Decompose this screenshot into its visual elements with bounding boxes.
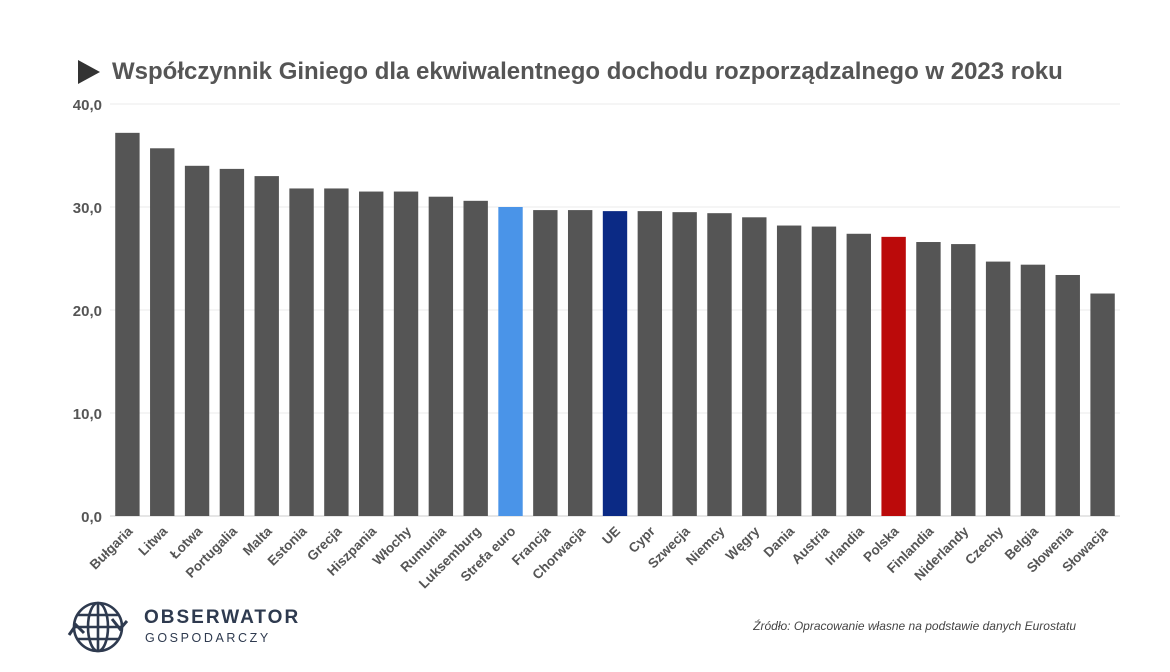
bar [463, 200, 488, 516]
bars [115, 132, 1115, 517]
bar [359, 191, 384, 517]
bar [985, 261, 1011, 516]
y-tick-label: 10,0 [73, 406, 102, 423]
chart-title-text: Współczynnik Giniego dla ekwiwalentnego … [112, 58, 1063, 85]
bar [707, 213, 732, 516]
bar-chart: 0,0 10,0 20,0 30,0 40,0 Bułgaria LitwaŁotwaPo… [73, 97, 1120, 591]
bar [254, 176, 279, 516]
bar [324, 188, 349, 516]
x-tick-label: Węgry [723, 523, 763, 563]
y-tick-label: 30,0 [73, 200, 102, 217]
x-tick-label: Czechy [962, 523, 1006, 567]
chart-title: Współczynnik Giniego dla ekwiwalentnego … [78, 54, 1063, 90]
source-note: Źródło: Opracowanie własne na podstawie … [753, 619, 1076, 633]
bar [393, 191, 419, 517]
bar [776, 225, 802, 517]
bar [219, 168, 245, 516]
globe-arrows-icon [67, 601, 129, 653]
brand-name: OBSERWATOR [144, 607, 301, 628]
x-tick-label: Bułgaria [87, 523, 136, 572]
bar [498, 207, 523, 516]
bar [602, 211, 628, 516]
x-tick-label: Estonia [265, 523, 310, 568]
bar [951, 244, 976, 516]
title-arrow-icon [78, 60, 100, 84]
y-tick-label: 0,0 [81, 509, 102, 526]
bar [846, 233, 871, 516]
bar [811, 226, 837, 516]
bar [567, 210, 593, 516]
y-tick-label: 20,0 [73, 303, 102, 320]
bar [1055, 274, 1080, 516]
bar [637, 211, 663, 516]
bar [672, 212, 697, 516]
bar [916, 242, 941, 516]
bar [1020, 264, 1046, 516]
bar [289, 188, 314, 516]
x-tick-label: UE [599, 524, 623, 548]
bar [150, 148, 175, 517]
bar [184, 165, 210, 517]
bar [428, 196, 454, 516]
bar [1090, 293, 1115, 516]
x-tick-label: Niemcy [683, 523, 728, 568]
x-tick-label: Litwa [135, 523, 170, 558]
y-axis-ticks: 0,0 10,0 20,0 30,0 40,0 [73, 97, 102, 526]
x-tick-label: Irlandia [822, 523, 867, 568]
bar [742, 217, 767, 517]
brand-subtitle: GOSPODARCZY [145, 631, 271, 645]
brand-logo: OBSERWATOR GOSPODARCZY [66, 597, 306, 659]
bar [533, 210, 558, 516]
bar [115, 132, 140, 516]
y-tick-label: 40,0 [73, 97, 102, 114]
bar [881, 236, 906, 516]
